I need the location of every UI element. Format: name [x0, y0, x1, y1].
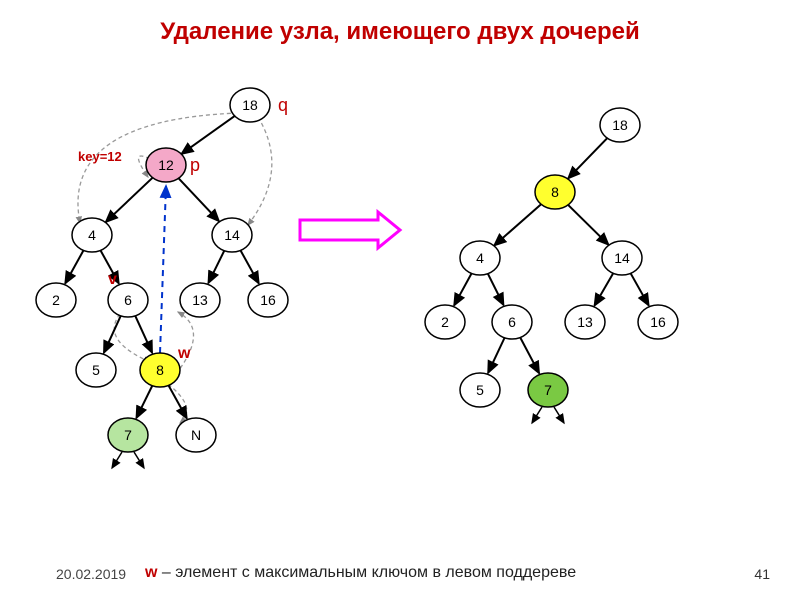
tree-node-label: 16: [650, 314, 666, 330]
tree-edge: [106, 177, 154, 222]
tree-edge: [494, 203, 542, 245]
tree-node-label: 12: [158, 157, 174, 173]
label-q: q: [278, 95, 288, 115]
tree-node-label: 8: [156, 362, 164, 378]
label-key: key=12: [78, 149, 122, 164]
tree-node-label: 14: [224, 227, 240, 243]
tree-edge: [136, 385, 152, 418]
slide-number: 41: [754, 566, 770, 582]
tree-edge: [208, 250, 224, 283]
tree-node-label: 13: [192, 292, 208, 308]
tree-node-label: 2: [441, 314, 449, 330]
tree-edge: [178, 177, 219, 221]
tree-edge: [181, 115, 236, 154]
tree-edge: [488, 337, 505, 372]
leaf-arrow: [134, 452, 144, 468]
tree-node-label: 7: [124, 427, 132, 443]
tree-node-label: 13: [577, 314, 593, 330]
tree-edge: [567, 204, 608, 245]
tree-node-label: 5: [92, 362, 100, 378]
tree-node-label: 18: [242, 97, 258, 113]
tree-node-label: 8: [551, 184, 559, 200]
label-v: v: [108, 271, 117, 288]
tree-edge: [104, 315, 121, 352]
tree-node-label: 6: [508, 314, 516, 330]
tree-edge: [568, 137, 608, 178]
tree-edge: [595, 273, 614, 306]
tree-edge: [65, 250, 84, 284]
label-w: w: [177, 345, 191, 362]
label-p: p: [190, 155, 200, 175]
tree-node-label: N: [191, 427, 201, 443]
leaf-arrow: [554, 407, 564, 423]
leaf-arrow: [112, 452, 122, 468]
tree-node-label: 4: [476, 250, 484, 266]
tree-node-label: 7: [544, 382, 552, 398]
tree-edge: [454, 273, 472, 305]
tree-edge: [520, 337, 539, 373]
tree-node-label: 14: [614, 250, 630, 266]
footer-rest: – элемент с максимальным ключом в левом …: [157, 564, 576, 581]
tree-node-label: 18: [612, 117, 628, 133]
tree-node-label: 2: [52, 292, 60, 308]
footer-w-letter: w: [145, 564, 157, 581]
dashed-reroute: [248, 117, 272, 225]
tree-node-label: 16: [260, 292, 276, 308]
footer-caption: w – элемент с максимальным ключом в лево…: [145, 564, 576, 582]
blue-replace-arrow: [160, 186, 166, 353]
page-title: Удаление узла, имеющего двух дочерей: [0, 0, 800, 54]
tree-node-label: 4: [88, 227, 96, 243]
tree-edge: [135, 315, 152, 352]
tree-node-label: 5: [476, 382, 484, 398]
tree-diagram: 1812414261316587N18841426131657qpkey=12v…: [0, 60, 800, 580]
leaf-arrow: [532, 407, 542, 423]
tree-edge: [488, 273, 504, 305]
footer-date: 20.02.2019: [56, 566, 126, 582]
tree-edge: [630, 273, 648, 306]
transform-arrow: [300, 212, 400, 248]
tree-edge: [240, 250, 259, 284]
tree-node-label: 6: [124, 292, 132, 308]
